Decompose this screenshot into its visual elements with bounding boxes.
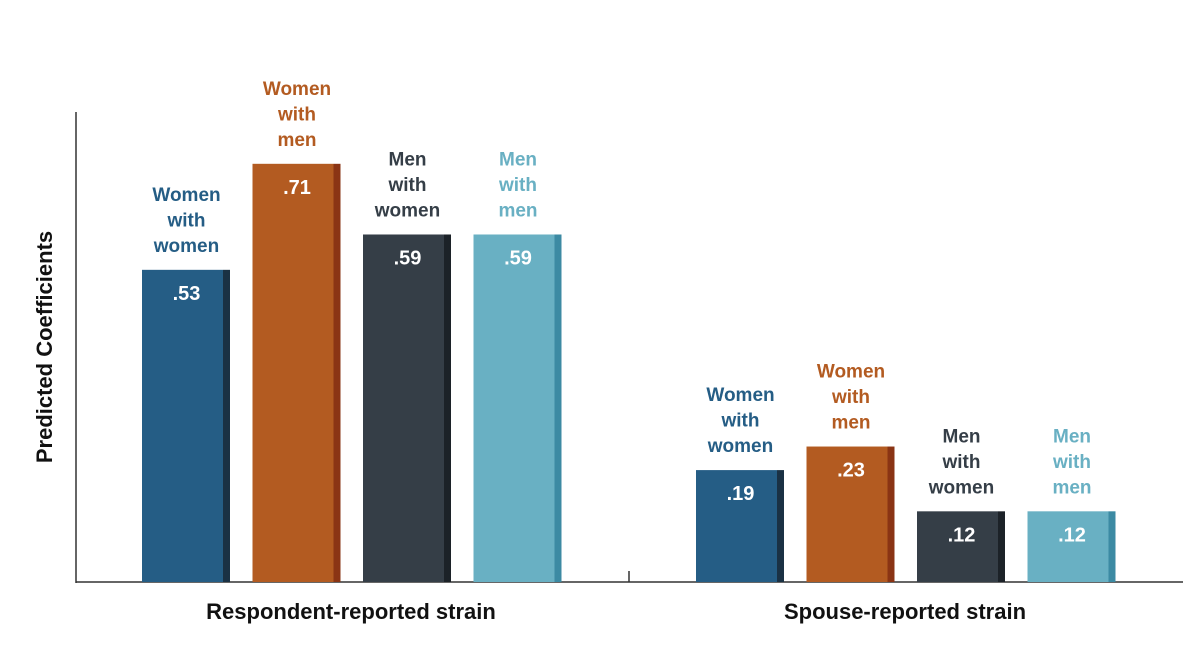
series-label: Women — [152, 185, 220, 206]
bar — [1027, 511, 1109, 582]
series-label: with — [388, 175, 427, 196]
value-label: .19 — [727, 483, 755, 505]
value-label: .53 — [173, 283, 201, 305]
bar — [806, 446, 888, 582]
bar — [142, 269, 223, 582]
y-axis-title: Predicted Coefficients — [32, 231, 57, 463]
bar-shade — [1108, 511, 1116, 582]
series-label: men — [831, 413, 870, 434]
value-label: .59 — [394, 247, 422, 269]
value-label: .59 — [504, 247, 532, 269]
value-label: .71 — [283, 177, 311, 199]
series-label: women — [707, 436, 773, 457]
series-label: women — [153, 236, 219, 257]
bar-shade — [887, 446, 895, 582]
bars-layer — [142, 163, 1116, 583]
bar — [473, 234, 555, 583]
bar-shade — [444, 234, 451, 583]
category-label: Spouse-reported strain — [784, 599, 1026, 624]
series-label: men — [277, 130, 316, 151]
bar — [252, 163, 334, 582]
series-label: with — [277, 104, 316, 125]
series-label: with — [721, 411, 760, 432]
labels-layer: .53 Women with women .71 Women with men .59 Men wi… — [152, 79, 1091, 624]
bar-shade — [223, 269, 230, 582]
series-label: Men — [943, 426, 981, 447]
series-label: Women — [263, 79, 331, 100]
series-label: Men — [499, 149, 537, 170]
series-label: with — [1052, 452, 1091, 473]
series-label: Men — [389, 149, 427, 170]
series-label: Men — [1053, 426, 1091, 447]
series-label: Women — [706, 385, 774, 406]
value-label: .12 — [948, 524, 976, 546]
bar — [917, 511, 998, 582]
bar-shade — [333, 163, 341, 582]
series-label: with — [942, 452, 981, 473]
bar-shade — [554, 234, 562, 583]
bar — [363, 234, 444, 583]
series-label: with — [831, 387, 870, 408]
series-label: women — [374, 200, 440, 221]
bar-shade — [777, 470, 784, 582]
bar-shade — [998, 511, 1005, 582]
value-label: .12 — [1058, 524, 1086, 546]
series-label: with — [167, 210, 206, 231]
bar — [696, 470, 777, 582]
series-label: Women — [817, 362, 885, 383]
value-label: .23 — [837, 460, 865, 482]
series-label: men — [1052, 477, 1091, 498]
series-label: men — [498, 200, 537, 221]
category-label: Respondent-reported strain — [206, 599, 496, 624]
series-label: women — [928, 477, 994, 498]
series-label: with — [498, 175, 537, 196]
